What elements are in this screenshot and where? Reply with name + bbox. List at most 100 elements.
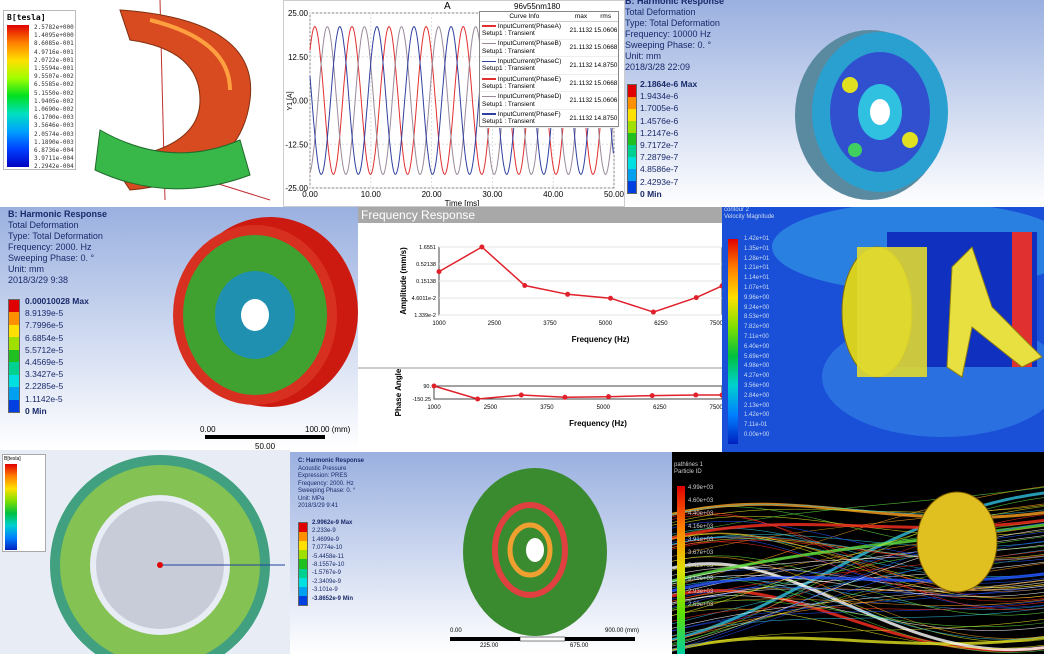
legend-swatch	[482, 78, 496, 80]
pathline	[672, 580, 1044, 609]
legend-swatch	[482, 96, 496, 98]
scale-label-end: 100.00 (mm)	[305, 425, 350, 434]
legend-value: 3.91e+03	[688, 534, 713, 547]
data-point	[437, 269, 442, 274]
curve-info-legend[interactable]: Curve Info max rms InputCurrent(PhaseA) S…	[479, 11, 619, 127]
stator-flux-panel: B[tesla]	[0, 450, 290, 654]
y-tick-label: 1.6551	[419, 245, 436, 251]
legend-value: 7.11e-01	[744, 421, 769, 431]
legend-title: B[tesla]	[3, 455, 45, 463]
legend-row[interactable]: InputCurrent(PhaseF) Setup1 : Transient 21…	[480, 110, 618, 128]
scale-label-225: 225.00	[480, 643, 498, 649]
x-axis-label: Frequency (Hz)	[572, 335, 630, 344]
data-point	[694, 295, 699, 300]
x-tick-label: 2500	[484, 405, 498, 411]
legend-value: 1.42e+00	[744, 411, 769, 421]
legend-rms: 15.0606	[593, 27, 618, 34]
legend-value: 7.82e+00	[744, 323, 769, 333]
legend-title-line: Velocity Magnitude	[724, 214, 774, 221]
legend-value: 3.67e+03	[688, 547, 713, 560]
legend-value: 4.99e+03	[688, 482, 713, 495]
y-tick-label: 0.00	[292, 97, 308, 106]
x-axis-label: Time [ms]	[445, 199, 480, 207]
legend-value: 2.13e+00	[744, 402, 769, 412]
legend-row[interactable]: InputCurrent(PhaseC) Setup1 : Transient 21…	[480, 57, 618, 75]
legend-rms: 14.8750	[593, 115, 618, 122]
legend-value: 4.40e+03	[688, 508, 713, 521]
x-tick-label: 20.00	[422, 190, 443, 199]
legend-max: 21.1132	[569, 80, 594, 87]
y-tick-label: 0.15138	[416, 279, 436, 285]
y-axis-label: Amplitude (mm/s)	[399, 247, 408, 315]
pathlines	[672, 452, 1044, 654]
legend-rms: 15.0606	[593, 97, 618, 104]
current-chart-panel: A 96v55nm180 0.00 10.00 20.00 30.00 40.00 50.…	[283, 0, 625, 207]
legend-value: 0.00e+00	[744, 431, 769, 441]
legend-value: 1.42e+01	[744, 235, 769, 245]
legend-header-max: max	[569, 12, 594, 21]
legend-value: 2.69e+03	[688, 599, 713, 612]
legend-row[interactable]: InputCurrent(PhaseB) Setup1 : Transient 21…	[480, 40, 618, 58]
legend-value: 9.96e+00	[744, 294, 769, 304]
particle-pathlines-panel: pathlines 1 Particle ID 4.99e+03 4.60e+03…	[672, 452, 1044, 654]
legend-value: 4.98e+00	[744, 362, 769, 372]
acoustic-pressure-panel: C: Harmonic Response Acoustic Pressure Exp…	[290, 452, 672, 654]
legend-max: 21.1132	[569, 44, 594, 51]
fan-model	[917, 492, 997, 592]
legend-value: 2.93e+03	[688, 586, 713, 599]
y-tick-label: 90.	[423, 384, 431, 390]
series-line	[439, 247, 722, 312]
legend-row[interactable]: InputCurrent(PhaseA) Setup1 : Transient 21…	[480, 22, 618, 40]
legend-curve-name: InputCurrent(PhaseA)	[498, 23, 561, 30]
y-tick-label: 1.339e-2	[414, 313, 436, 319]
legend-curve-name: InputCurrent(PhaseC)	[498, 58, 562, 65]
legend-value: 2.84e+00	[744, 392, 769, 402]
data-point	[606, 394, 611, 399]
legend-curve-setup: Setup1 : Transient	[482, 65, 535, 72]
wheel-model	[625, 0, 1044, 207]
legend-value: 1.35e+01	[744, 245, 769, 255]
data-point	[650, 393, 655, 398]
magnet-model	[0, 0, 283, 207]
legend-value: 3.18e+03	[688, 573, 713, 586]
y-tick-label: -150.25	[412, 397, 431, 403]
x-tick-label: 7500	[710, 321, 722, 327]
cfd-velocity-panel: contour 2 Velocity Magnitude 1.42e+01 1.3…	[722, 207, 1044, 452]
flux-legend: B[tesla]	[2, 454, 46, 552]
x-tick-label: 5000	[599, 321, 613, 327]
x-tick-label: 1000	[427, 405, 441, 411]
legend-value: 1.21e+01	[744, 264, 769, 274]
legend-swatch	[482, 43, 496, 45]
legend-max: 21.1132	[569, 62, 594, 69]
y-tick-label: 12.50	[288, 53, 309, 62]
legend-rms: 14.8750	[593, 62, 618, 69]
legend-curve-setup: Setup1 : Transient	[482, 101, 535, 108]
legend-value: 4.16e+03	[688, 521, 713, 534]
frequency-response-panel: Frequency Response 1000 2500 3750 5000 6250 7…	[358, 207, 722, 450]
legend-value: 6.40e+00	[744, 343, 769, 353]
legend-row[interactable]: InputCurrent(PhaseD) Setup1 : Transient 21…	[480, 92, 618, 110]
legend-value: 4.60e+03	[688, 495, 713, 508]
legend-rms: 15.0668	[593, 44, 618, 51]
data-point	[693, 392, 698, 397]
legend-title: pathlines 1 Particle ID	[674, 462, 703, 476]
legend-title-line: contour 2	[724, 207, 774, 214]
y-tick-label: -25.00	[285, 184, 308, 193]
scale-label-start: 0.00	[450, 628, 462, 634]
data-point	[562, 395, 567, 400]
data-point	[565, 292, 570, 297]
x-axis-label: Frequency (Hz)	[569, 419, 627, 428]
legend-value: 3.56e+00	[744, 382, 769, 392]
y-axis-label: Phase Angle	[394, 368, 403, 416]
legend-rms: 15.0668	[593, 80, 618, 87]
legend-value: 3.42e+03	[688, 560, 713, 573]
x-tick-label: 2500	[488, 321, 502, 327]
legend-swatch	[482, 25, 496, 27]
x-tick-label: 5000	[597, 405, 611, 411]
y-tick-label: 0.52138	[416, 262, 436, 268]
legend-row[interactable]: InputCurrent(PhaseE) Setup1 : Transient 21…	[480, 75, 618, 93]
legend-max: 21.1132	[569, 27, 594, 34]
data-point	[432, 384, 437, 389]
frequency-response-chart: 1000 2500 3750 5000 6250 7500 1.6551 0.52138 0.1…	[358, 207, 722, 450]
color-scale	[5, 464, 17, 550]
